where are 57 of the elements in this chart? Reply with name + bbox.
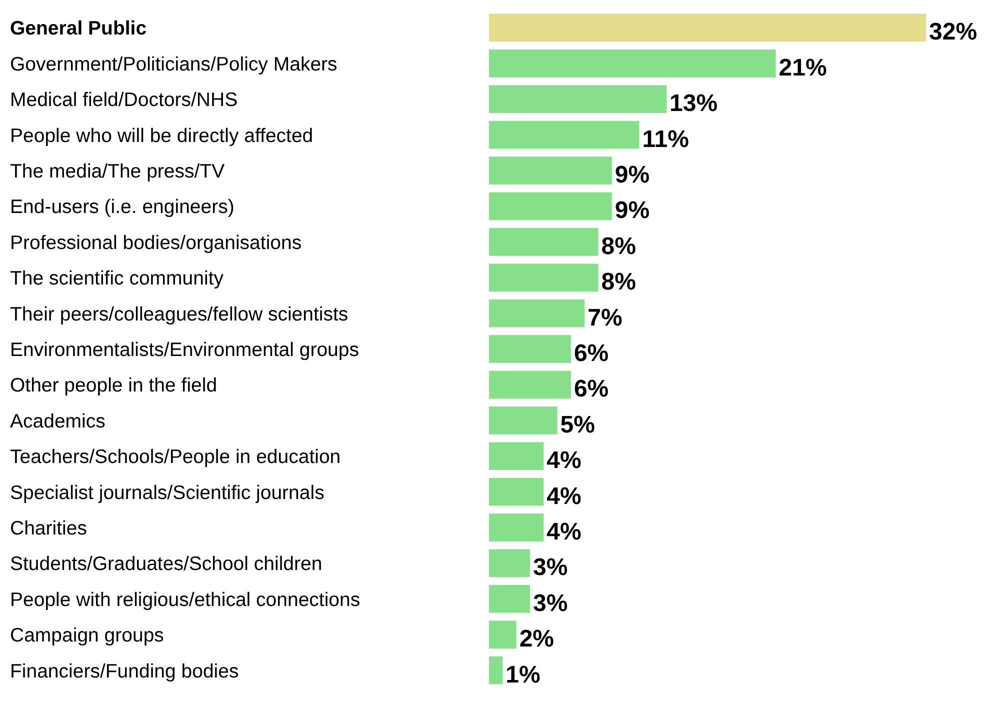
y-tick-label: Environmentalists/Environmental groups <box>10 339 360 361</box>
y-tick-label: The media/The press/TV <box>10 160 225 183</box>
bar <box>489 120 640 149</box>
data-label: 7% <box>588 304 622 332</box>
data-label: 4% <box>546 518 582 546</box>
bar <box>489 156 612 184</box>
bar <box>489 264 598 292</box>
y-tick-label: General Public <box>10 18 147 40</box>
y-tick-label: Academics <box>10 410 106 432</box>
bar <box>489 656 503 684</box>
y-tick-label: Specialist journals/Scientific journals <box>10 482 325 504</box>
bar <box>489 228 598 256</box>
data-label: 21% <box>778 54 827 82</box>
y-tick-label: Government/Politicians/Policy Makers <box>10 53 338 76</box>
y-tick-label: Other people in the field <box>10 374 218 397</box>
y-tick-label: End-users (i.e. engineers) <box>10 196 234 218</box>
bar <box>489 370 571 399</box>
bar <box>489 192 612 220</box>
y-tick-label: The scientific community <box>10 268 224 290</box>
data-label: 3% <box>532 590 568 617</box>
bar <box>489 442 544 470</box>
data-label: 4% <box>546 447 582 474</box>
data-label: 2% <box>519 626 554 653</box>
data-label: 5% <box>560 411 595 438</box>
data-label: 6% <box>574 340 609 367</box>
y-tick-label: Medical field/Doctors/NHS <box>10 89 238 112</box>
y-tick-label: Charities <box>10 517 88 540</box>
y-tick-label: Professional bodies/organisations <box>10 232 302 254</box>
data-label: 32% <box>929 18 978 46</box>
data-label: 8% <box>601 232 636 260</box>
data-label: 4% <box>546 482 582 510</box>
bar <box>489 620 516 649</box>
data-label: 11% <box>642 126 689 153</box>
bar <box>489 299 585 328</box>
data-label: 9% <box>614 162 650 189</box>
y-tick-label: Their peers/colleagues/fellow scientists <box>10 303 348 326</box>
y-tick-label: Students/Graduates/School children <box>10 553 322 576</box>
y-tick-label: People with religious/ethical connections <box>10 588 360 611</box>
bar <box>489 14 926 42</box>
bar <box>489 478 544 506</box>
data-label: 13% <box>670 90 718 118</box>
data-label: 1% <box>506 661 540 688</box>
bar <box>489 549 530 578</box>
bar <box>489 406 558 434</box>
y-tick-label: Campaign groups <box>10 624 164 647</box>
y-tick-label: People who will be directly affected <box>10 124 314 147</box>
data-label: 8% <box>601 268 636 296</box>
data-label: 3% <box>532 554 568 582</box>
bar <box>489 584 530 613</box>
bar <box>489 335 571 363</box>
bar <box>489 49 776 78</box>
y-tick-label: Teachers/Schools/People in education <box>10 446 341 468</box>
bar <box>489 85 667 114</box>
bar <box>489 514 544 542</box>
y-tick-label: Financiers/Funding bodies <box>10 660 239 682</box>
data-label: 6% <box>574 376 609 403</box>
data-label: 9% <box>614 197 650 224</box>
